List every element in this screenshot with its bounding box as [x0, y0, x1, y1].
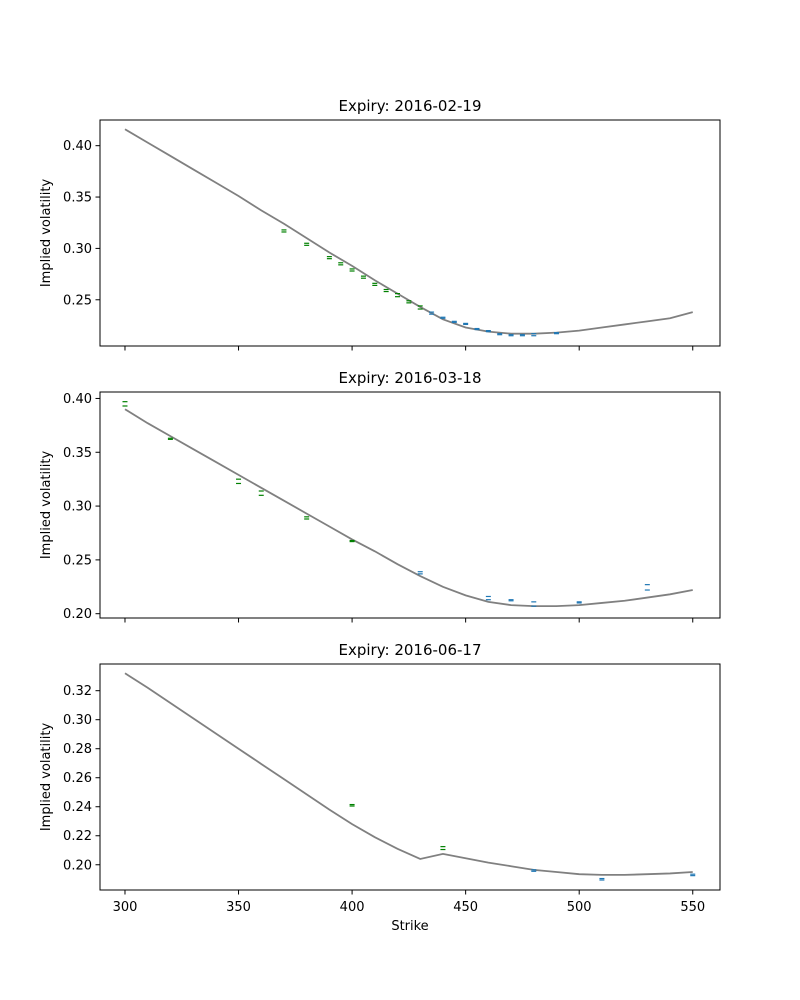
y-tick-label: 0.32: [63, 684, 92, 699]
y-tick-label: 0.28: [63, 742, 92, 757]
quote-marker: [349, 803, 355, 807]
quote-marker: [167, 437, 173, 440]
quote-marker: [372, 282, 378, 286]
y-tick-label: 0.35: [63, 446, 92, 461]
quote-marker: [463, 322, 469, 326]
quote-marker: [349, 539, 355, 543]
subplot-3: Expiry: 2016-06-17 Implied volatility 300 3…: [39, 641, 721, 934]
x-tick-label: 400: [340, 900, 365, 915]
fit-curve-line: [124, 672, 693, 876]
quote-marker: [338, 262, 344, 266]
x-tick-label: 300: [113, 900, 138, 915]
quote-marker: [485, 595, 491, 601]
axes-frame: [99, 391, 721, 619]
fit-curve-line: [124, 408, 693, 608]
quote-marker: [122, 401, 128, 407]
quote-marker: [474, 327, 480, 331]
quote-marker: [349, 268, 355, 272]
quote-marker: [644, 584, 650, 591]
quote-marker: [440, 316, 446, 319]
quote-marker: [429, 311, 435, 315]
x-tick-label: 500: [567, 900, 592, 915]
quote-marker: [508, 599, 514, 602]
quote-marker: [304, 516, 310, 520]
y-axis-label: Implied volatility: [39, 723, 54, 832]
axes-frame: [99, 663, 721, 891]
y-tick-label: 0.35: [63, 191, 92, 206]
y-axis-label: Implied volatility: [39, 451, 54, 560]
quote-marker: [326, 256, 332, 260]
axes-frame: [99, 119, 721, 347]
subplot-panels: Expiry: 2016-02-19 Implied volatility 0.25…: [39, 97, 721, 934]
quote-marker: [553, 332, 559, 335]
subplot-1: Expiry: 2016-02-19 Implied volatility 0.25…: [39, 97, 721, 351]
y-tick-label: 0.24: [63, 800, 92, 815]
y-tick-label: 0.40: [63, 392, 92, 407]
quote-marker: [531, 333, 537, 337]
quote-marker: [531, 869, 537, 872]
quote-marker: [508, 334, 514, 337]
quote-marker: [576, 601, 582, 604]
y-tick-label: 0.30: [63, 713, 92, 728]
x-tick-label: 550: [680, 900, 705, 915]
quote-marker: [304, 242, 310, 246]
y-tick-label: 0.25: [63, 293, 92, 308]
quote-marker: [531, 601, 537, 607]
quote-marker: [497, 333, 503, 336]
subplot-title: Expiry: 2016-02-19: [339, 97, 482, 115]
x-tick-label: 450: [453, 900, 478, 915]
quote-marker: [417, 571, 423, 575]
subplot-2: Expiry: 2016-03-18 Implied volatility 0.20…: [39, 369, 721, 623]
quote-marker: [395, 293, 401, 298]
y-tick-label: 0.20: [63, 607, 92, 622]
y-tick-label: 0.25: [63, 553, 92, 568]
y-tick-label: 0.20: [63, 858, 92, 873]
x-axis-label: Strike: [391, 919, 428, 934]
quote-marker: [281, 229, 287, 233]
subplot-title: Expiry: 2016-06-17: [339, 641, 482, 659]
quote-marker: [383, 288, 389, 293]
quote-marker: [360, 275, 366, 279]
y-tick-label: 0.22: [63, 829, 92, 844]
quote-marker: [451, 320, 457, 323]
quote-marker: [258, 490, 264, 496]
y-tick-label: 0.30: [63, 242, 92, 257]
quote-marker: [485, 329, 491, 333]
y-tick-label: 0.30: [63, 500, 92, 515]
quote-marker: [236, 478, 242, 485]
y-axis-label: Implied volatility: [39, 179, 54, 288]
y-tick-label: 0.26: [63, 771, 92, 786]
quote-marker: [690, 873, 696, 877]
quote-marker: [519, 334, 525, 337]
x-tick-label: 350: [226, 900, 251, 915]
y-tick-label: 0.40: [63, 139, 92, 154]
subplot-title: Expiry: 2016-03-18: [339, 369, 482, 387]
quote-marker: [406, 300, 412, 304]
quote-marker: [417, 305, 423, 310]
quote-marker: [440, 846, 446, 851]
quote-marker: [599, 877, 605, 881]
